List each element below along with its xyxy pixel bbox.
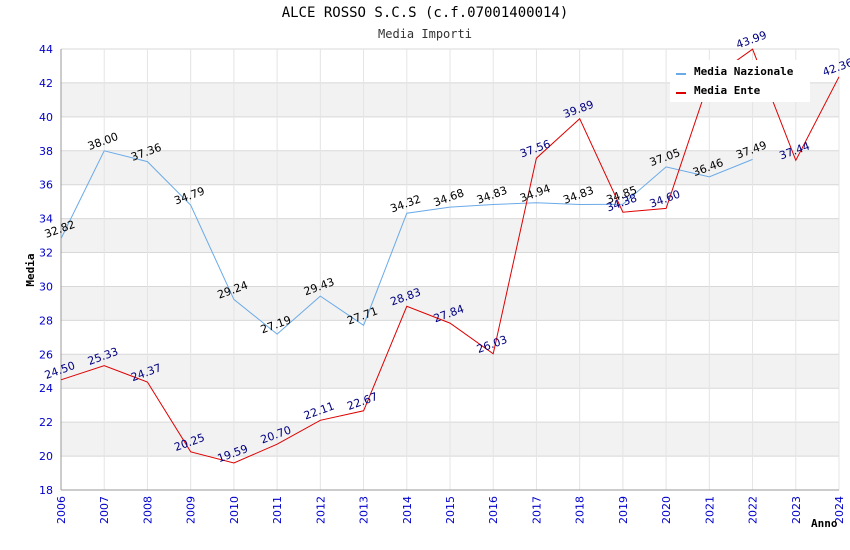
y-tick-label: 40 — [39, 111, 53, 124]
x-tick-label: 2019 — [617, 496, 630, 524]
x-tick-label: 2022 — [747, 496, 760, 524]
chart-subtitle: Media Importi — [378, 27, 472, 41]
grid-lines — [60, 48, 840, 491]
y-tick-label: 42 — [39, 77, 53, 90]
legend: Media Nazionale Media Ente — [670, 60, 810, 102]
legend-box — [670, 60, 810, 102]
y-tick-label: 24 — [39, 382, 53, 395]
x-tick-label: 2014 — [401, 496, 414, 524]
y-tick-label: 32 — [39, 247, 53, 260]
x-tick-label: 2010 — [228, 496, 241, 524]
y-tick-label: 34 — [39, 213, 53, 226]
x-tick-label: 2013 — [358, 496, 371, 524]
x-tick-label: 2009 — [185, 496, 198, 524]
x-tick-label: 2012 — [314, 496, 327, 524]
x-tick-label: 2015 — [444, 496, 457, 524]
y-tick-label: 44 — [39, 43, 53, 56]
x-tick-label: 2017 — [530, 496, 543, 524]
x-tick-label: 2011 — [271, 496, 284, 524]
x-tick-label: 2018 — [574, 496, 587, 524]
x-tick-label: 2007 — [98, 496, 111, 524]
x-tick-label: 2006 — [55, 496, 68, 524]
y-tick-label: 38 — [39, 145, 53, 158]
x-tick-label: 2008 — [141, 496, 154, 524]
chart-title: ALCE ROSSO S.C.S (c.f.07001400014) — [281, 5, 569, 21]
x-tick-label: 2024 — [833, 496, 846, 524]
y-tick-label: 30 — [39, 280, 53, 293]
y-tick-label: 36 — [39, 179, 53, 192]
axes — [60, 49, 839, 491]
y-tick-labels: 18 20 22 24 26 28 30 32 34 36 38 40 42 44 — [39, 43, 53, 497]
x-tick-label: 2021 — [703, 496, 716, 524]
legend-label: Media Nazionale — [694, 65, 794, 78]
x-tick-label: 2016 — [487, 496, 500, 524]
y-tick-label: 22 — [39, 416, 53, 429]
y-tick-label: 18 — [39, 484, 53, 497]
data-label: 43.99 — [734, 28, 768, 51]
y-axis-label: Media — [24, 253, 37, 286]
series-line-1 — [60, 150, 753, 335]
x-tick-label: 2023 — [790, 496, 803, 524]
y-tick-label: 28 — [39, 314, 53, 327]
x-tick-labels: 2006 2007 2008 2009 2010 2011 2012 2013 2014 2015… — [55, 496, 846, 524]
legend-label: Media Ente — [694, 84, 761, 97]
x-tick-label: 2020 — [660, 496, 673, 524]
x-axis-label: Anno — [811, 517, 838, 530]
y-tick-label: 20 — [39, 450, 53, 463]
y-tick-label: 26 — [39, 348, 53, 361]
